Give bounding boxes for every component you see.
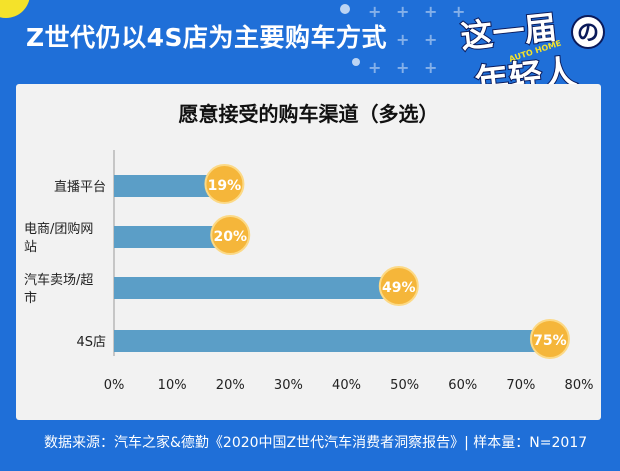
value-badge <box>378 266 419 306</box>
value-badge <box>210 215 251 255</box>
value-badge <box>204 164 245 204</box>
bar-left-square <box>114 175 136 197</box>
x-tick-label: 10% <box>158 378 187 393</box>
bar <box>114 330 550 352</box>
x-tick-label: 70% <box>506 378 535 393</box>
decor-plus: + <box>396 2 410 21</box>
bar-left-square <box>114 330 136 352</box>
decor-plus: + <box>424 30 438 49</box>
decor-plus: + <box>452 2 466 21</box>
chart-panel: 愿意接受的购车渠道（多选） 19% 直播平台 20% 电商/团购网站 49% 汽车卖场/超… <box>16 84 601 420</box>
bar-left-square <box>114 277 136 299</box>
category-label: 电商/团购网 <box>24 221 93 237</box>
bar <box>114 175 225 197</box>
x-tick-label: 40% <box>332 378 361 393</box>
decor-plus: + <box>368 30 382 49</box>
data-label: 75% <box>533 333 567 349</box>
category-label: 4S店 <box>76 335 106 350</box>
logo-line1: 这一届 <box>459 8 558 56</box>
bar <box>114 226 231 248</box>
chart-title: 愿意接受的购车渠道（多选） <box>178 102 439 126</box>
category-label: 站 <box>24 240 37 255</box>
category-label: 直播平台 <box>54 180 106 195</box>
page-headline: Z世代仍以4S店为主要购车方式 <box>26 23 388 52</box>
x-tick-label: 60% <box>448 378 477 393</box>
bar <box>114 277 399 299</box>
x-tick-label: 80% <box>565 378 594 393</box>
decor-plus: + <box>368 58 382 77</box>
logo-circle-icon <box>571 15 605 49</box>
category-label: 汽车卖场/超 <box>24 272 93 288</box>
data-source-footer: 数据来源：汽车之家&德勤《2020中国Z世代汽车消费者洞察报告》| 样本量：N=… <box>44 435 588 451</box>
decor-plus: + <box>424 2 438 21</box>
value-badge <box>529 319 570 359</box>
data-label: 20% <box>213 229 247 245</box>
logo-circle-char: の <box>577 21 599 46</box>
data-label: 19% <box>208 178 242 194</box>
decor-plus: + <box>424 58 438 77</box>
x-tick-label: 0% <box>104 378 125 393</box>
decor-plus: + <box>396 58 410 77</box>
decor-white-circle <box>340 4 350 14</box>
decor-plus: + <box>396 30 410 49</box>
x-tick-label: 20% <box>216 378 245 393</box>
data-label: 49% <box>382 280 416 296</box>
x-tick-label: 50% <box>390 378 419 393</box>
decor-white-circle <box>352 58 360 66</box>
category-label: 市 <box>24 290 37 306</box>
bar-left-square <box>114 226 136 248</box>
decor-yellow-circle <box>0 0 30 18</box>
decor-plus: + <box>368 2 382 21</box>
x-tick-label: 30% <box>274 378 303 393</box>
